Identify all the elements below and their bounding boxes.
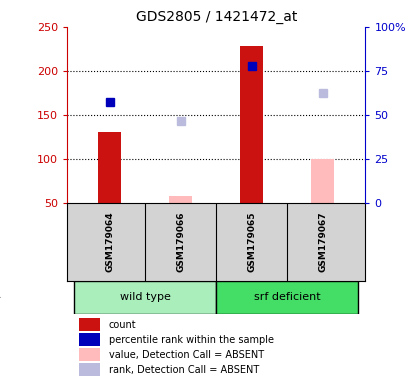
Bar [98,132,121,203]
Text: value, Detection Call = ABSENT: value, Detection Call = ABSENT [109,350,264,360]
Text: genotype/variation ▶: genotype/variation ▶ [0,292,2,302]
Text: GSM179065: GSM179065 [247,211,256,272]
Text: count: count [109,320,136,330]
Bar [169,195,192,203]
Bar [79,362,100,376]
Bar [79,318,100,331]
Bar [74,281,216,314]
Bar [79,333,100,346]
Text: GSM179064: GSM179064 [105,211,114,272]
Text: srf deficient: srf deficient [254,292,320,302]
Text: GSM179066: GSM179066 [176,211,185,272]
Text: wild type: wild type [120,292,171,302]
Text: percentile rank within the sample: percentile rank within the sample [109,335,274,345]
Bar [312,159,334,203]
Bar [240,46,263,203]
Bar [79,348,100,361]
Text: GSM179067: GSM179067 [318,211,327,272]
Title: GDS2805 / 1421472_at: GDS2805 / 1421472_at [136,10,297,25]
Bar [216,281,358,314]
Text: rank, Detection Call = ABSENT: rank, Detection Call = ABSENT [109,365,259,375]
